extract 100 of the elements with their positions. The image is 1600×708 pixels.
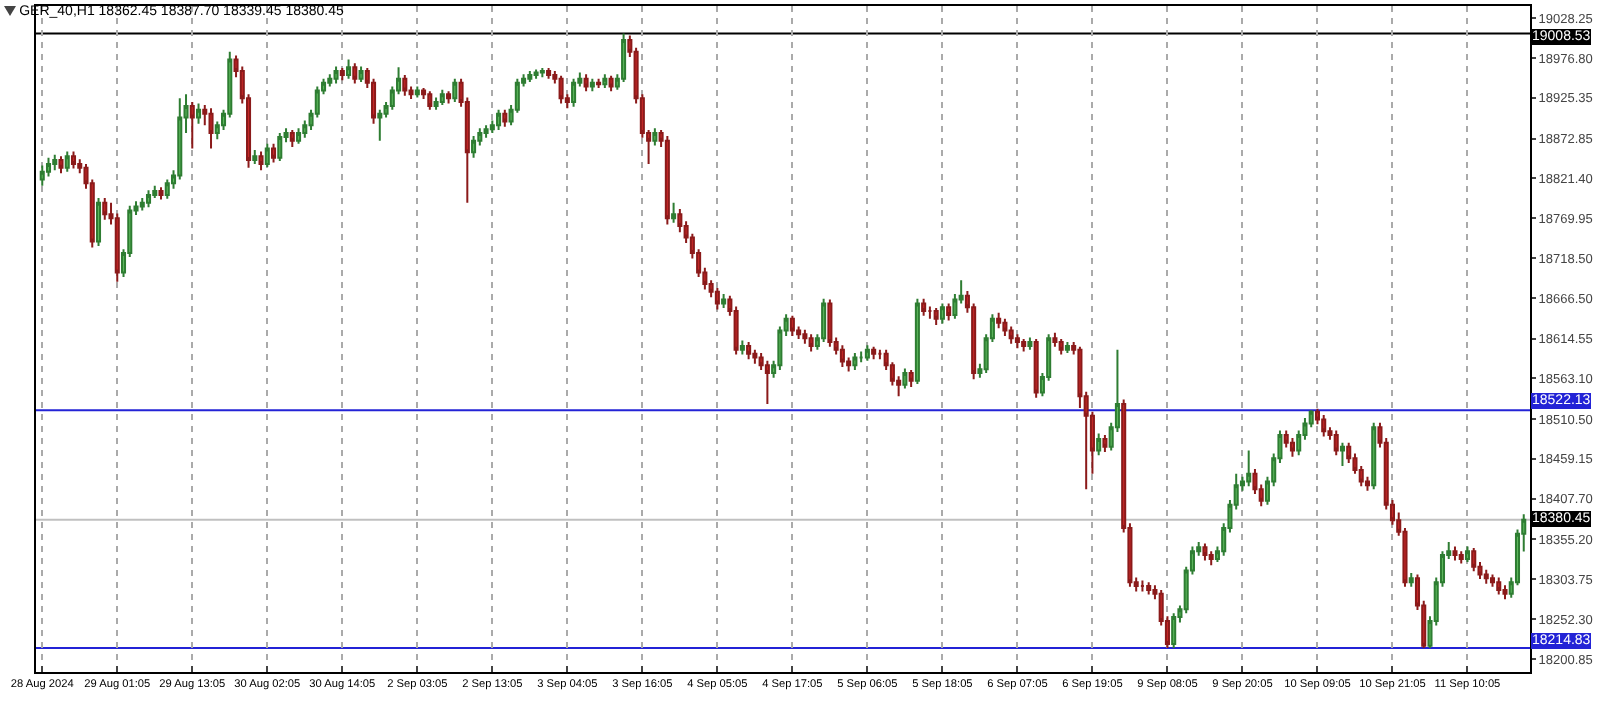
- candlestick: [652, 127, 658, 147]
- candlestick: [589, 77, 595, 93]
- candlestick: [333, 65, 339, 85]
- candlestick: [864, 344, 870, 362]
- candlestick: [1408, 571, 1414, 588]
- candlestick: [1139, 579, 1145, 593]
- candlestick: [1064, 341, 1070, 354]
- candlestick: [802, 328, 808, 345]
- candlestick: [158, 186, 164, 201]
- candlestick: [739, 339, 745, 356]
- candlestick: [602, 73, 608, 90]
- candlestick: [145, 189, 152, 209]
- candlestick: [1502, 584, 1508, 601]
- candlestick: [483, 124, 489, 139]
- candlestick: [1289, 437, 1295, 458]
- candlestick: [764, 359, 770, 406]
- candlestick: [208, 107, 214, 150]
- candlestick: [64, 150, 70, 173]
- candlestick: [839, 344, 845, 368]
- candlestick: [933, 307, 939, 327]
- candlestick: [1321, 413, 1327, 438]
- candlestick: [789, 314, 795, 337]
- candlestick: [1471, 547, 1477, 573]
- candlestick: [1171, 612, 1177, 650]
- candlestick: [58, 155, 64, 175]
- candlestick: [671, 201, 677, 224]
- candlestick: [827, 298, 833, 348]
- candlestick: [414, 85, 420, 99]
- candlestick: [264, 142, 270, 169]
- candlestick: [908, 368, 914, 389]
- candlestick: [1496, 576, 1502, 596]
- candlestick: [596, 77, 602, 90]
- candlestick: [358, 65, 364, 83]
- candlestick: [921, 297, 927, 317]
- candlestick: [608, 74, 614, 93]
- candlestick: [402, 73, 408, 97]
- candlestick: [339, 66, 345, 82]
- candlestick: [252, 149, 258, 165]
- candlestick: [902, 367, 908, 390]
- candlestick: [502, 108, 508, 128]
- candlestick: [946, 302, 952, 322]
- candlestick: [102, 197, 108, 221]
- candlestick: [1008, 325, 1014, 345]
- candlestick: [196, 102, 202, 125]
- candlestick: [852, 351, 858, 371]
- candlestick: [1246, 449, 1252, 488]
- candlestick: [527, 70, 533, 83]
- candlestick: [346, 58, 352, 80]
- candlestick: [664, 135, 670, 226]
- candlestick: [377, 108, 383, 142]
- candlestick: [1096, 432, 1102, 457]
- candlestick: [1002, 317, 1008, 337]
- candlestick: [927, 305, 933, 320]
- candlestick: [177, 97, 183, 181]
- candlestick: [258, 150, 264, 172]
- candlestick: [808, 333, 814, 353]
- candlestick: [1283, 429, 1289, 449]
- candlestick: [571, 77, 577, 108]
- candlestick: [714, 286, 720, 311]
- candlestick: [327, 73, 333, 88]
- candlestick: [871, 345, 877, 361]
- candlestick: [296, 127, 302, 145]
- candlestick: [752, 348, 758, 365]
- candlestick: [1483, 568, 1489, 585]
- candlestick: [1102, 434, 1108, 454]
- candlestick: [746, 341, 752, 361]
- candlestick: [277, 132, 283, 162]
- candlestick: [39, 164, 45, 187]
- candlestick: [1202, 542, 1208, 562]
- candlestick: [352, 62, 358, 85]
- candlestick: [1458, 550, 1464, 565]
- candlestick: [558, 74, 564, 105]
- candlestick: [1208, 550, 1214, 567]
- candlestick: [546, 66, 552, 80]
- candlestick: [439, 88, 445, 107]
- candlestick: [533, 68, 539, 80]
- candlestick: [1052, 331, 1058, 348]
- candlestick: [45, 156, 52, 178]
- candlestick: [164, 178, 170, 200]
- candlestick: [95, 197, 102, 248]
- candlestick: [858, 350, 864, 364]
- candlestick: [1058, 338, 1064, 356]
- candlestick: [70, 150, 77, 170]
- candlestick: [289, 128, 295, 148]
- candlestick: [939, 302, 945, 325]
- candlestick: [1333, 429, 1339, 457]
- candlestick: [1146, 581, 1152, 596]
- candlestick: [1014, 333, 1020, 350]
- candlestick: [496, 108, 502, 131]
- candlestick: [271, 142, 277, 164]
- candlestick: [471, 135, 477, 159]
- candlestick: [539, 66, 545, 79]
- candlestick: [452, 77, 458, 104]
- candlestick: [621, 32, 627, 83]
- candlestick: [1452, 545, 1458, 562]
- candlestick: [433, 96, 439, 111]
- candlestick: [914, 297, 920, 385]
- candlestick: [1489, 573, 1496, 588]
- candlestick: [1464, 545, 1471, 564]
- candlestick: [152, 184, 158, 200]
